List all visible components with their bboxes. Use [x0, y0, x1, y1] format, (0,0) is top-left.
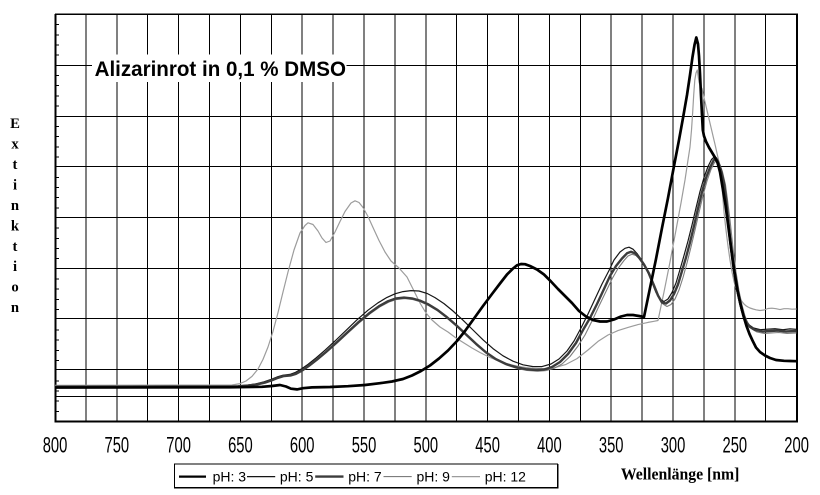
svg-text:n: n — [11, 198, 19, 214]
svg-text:n: n — [11, 300, 19, 316]
svg-text:k: k — [11, 218, 20, 234]
svg-text:E: E — [10, 116, 20, 132]
svg-text:350: 350 — [599, 433, 624, 458]
svg-text:300: 300 — [661, 433, 686, 458]
svg-text:250: 250 — [723, 433, 748, 458]
svg-text:800: 800 — [43, 433, 68, 458]
svg-text:650: 650 — [228, 433, 253, 458]
svg-text:Wellenlänge [nm]: Wellenlänge [nm] — [621, 465, 740, 484]
svg-text:400: 400 — [537, 433, 562, 458]
svg-text:i: i — [13, 259, 17, 275]
svg-text:pH: 7: pH: 7 — [348, 468, 382, 484]
svg-text:t: t — [13, 157, 18, 173]
svg-text:pH: 5: pH: 5 — [280, 468, 314, 484]
svg-text:700: 700 — [166, 433, 191, 458]
svg-text:450: 450 — [475, 433, 500, 458]
svg-text:t: t — [13, 239, 18, 255]
svg-text:200: 200 — [784, 433, 809, 458]
svg-text:pH: 3: pH: 3 — [213, 468, 247, 484]
svg-text:750: 750 — [105, 433, 130, 458]
svg-text:o: o — [11, 280, 18, 296]
svg-text:Alizarinrot in 0,1 % DMSO: Alizarinrot in 0,1 % DMSO — [95, 58, 346, 81]
svg-text:500: 500 — [414, 433, 439, 458]
svg-text:pH: 12: pH: 12 — [485, 468, 526, 484]
svg-text:x: x — [11, 137, 19, 153]
svg-text:550: 550 — [352, 433, 377, 458]
svg-text:i: i — [13, 177, 17, 193]
svg-text:600: 600 — [290, 433, 315, 458]
svg-text:pH: 9: pH: 9 — [417, 468, 451, 484]
